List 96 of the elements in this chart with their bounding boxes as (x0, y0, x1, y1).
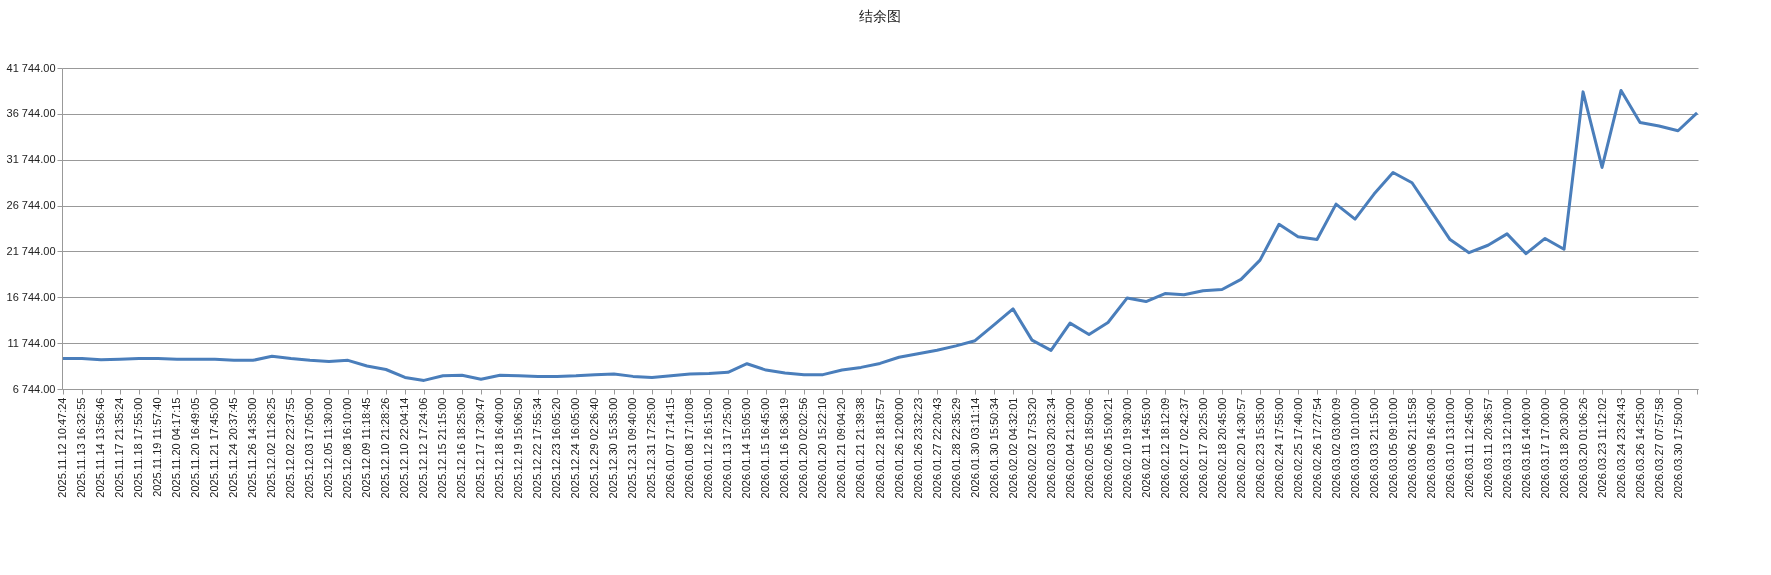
x-tick-label: 2026.03.11 12:45:00 (1462, 397, 1475, 498)
x-tick-label: 2025.12.16 18:25:00 (455, 397, 468, 499)
x-tick-label: 2025.12.18 16:40:00 (493, 397, 506, 499)
x-tick-label: 2025.11.12 10:47:24 (56, 397, 69, 498)
x-tick-label: 2026.01.27 22:20:43 (930, 397, 943, 499)
x-tick-label: 2026.03.24 23:24:43 (1614, 397, 1627, 499)
x-tick-label: 2026.02.20 14:30:57 (1234, 397, 1247, 499)
x-tick-label: 2025.11.18 17:55:00 (132, 397, 145, 498)
chart-title: 结余图 (859, 8, 901, 24)
x-tick-label: 2025.12.02 11:26:25 (265, 397, 278, 498)
x-tick-label: 2026.03.18 20:30:00 (1557, 397, 1570, 499)
x-tick-label: 2026.01.08 17:10:08 (683, 397, 696, 499)
x-tick-label: 2026.03.13 12:10:00 (1500, 397, 1513, 499)
x-tick-label: 2025.11.21 17:45:00 (208, 397, 221, 498)
x-tick-label: 2026.01.26 23:32:23 (911, 397, 924, 499)
x-tick-label: 2025.12.31 09:40:00 (626, 397, 639, 499)
x-tick-label: 2025.12.12 17:24:06 (417, 397, 430, 499)
x-tick-label: 2026.01.15 16:45:00 (759, 397, 772, 499)
x-tick-label: 2026.02.24 17:55:00 (1272, 397, 1285, 499)
x-tick-label: 2026.03.23 11:12:02 (1595, 397, 1608, 498)
x-tick-label: 2025.12.19 15:06:50 (512, 397, 525, 499)
x-tick-label: 2026.02.10 19:30:00 (1120, 397, 1133, 499)
x-tick-label: 2026.01.30 15:50:34 (987, 397, 1000, 499)
x-tick-label: 2025.11.19 11:57:40 (151, 397, 164, 497)
x-tick-label: 2026.01.22 18:18:57 (873, 397, 886, 499)
x-tick-label: 2026.01.28 22:35:29 (949, 397, 962, 499)
x-tick-label: 2026.03.16 14:00:00 (1519, 397, 1532, 499)
x-tick-label: 2025.12.08 16:10:00 (341, 397, 354, 499)
x-tick-label: 2026.03.26 14:25:00 (1633, 397, 1646, 499)
x-tick-label: 2026.03.03 21:15:00 (1367, 397, 1380, 499)
x-tick-label: 2025.11.24 20:37:45 (227, 397, 240, 498)
x-tick-label: 2025.11.20 04:17:15 (170, 397, 183, 498)
y-tick-label: 21 744.00 (6, 244, 56, 257)
x-tick-label: 2026.02.03 20:32:34 (1044, 397, 1057, 499)
x-tick-label: 2025.11.14 13:56:46 (94, 397, 107, 498)
x-tick-label: 2026.02.23 15:35:00 (1253, 397, 1266, 499)
x-tick-label: 2026.01.16 16:36:19 (778, 397, 791, 499)
x-tick-label: 2026.01.20 15:22:10 (816, 397, 829, 499)
x-tick-label: 2026.01.20 02:02:56 (797, 397, 810, 499)
x-tick-label: 2025.12.10 22:04:14 (398, 397, 411, 499)
x-tick-label: 2026.02.17 02:42:37 (1177, 397, 1190, 499)
x-tick-label: 2025.12.29 02:26:40 (588, 397, 601, 499)
x-tick-label: 2026.01.13 17:25:00 (721, 397, 734, 499)
x-tick-label: 2025.11.20 16:49:05 (189, 397, 202, 498)
x-tick-label: 2025.12.17 17:30:47 (474, 397, 487, 499)
x-tick-label: 2026.03.06 21:15:58 (1405, 397, 1418, 499)
x-tick-label: 2025.11.17 21:35:24 (113, 397, 126, 498)
x-tick-label: 2026.03.10 13:10:00 (1443, 397, 1456, 499)
x-tick-label: 2025.12.30 15:35:00 (607, 397, 620, 499)
y-tick-label: 36 744.00 (6, 107, 56, 120)
x-tick-label: 2026.02.25 17:40:00 (1291, 397, 1304, 499)
x-tick-label: 2025.12.05 11:30:00 (322, 397, 335, 498)
x-tick-label: 2026.01.26 12:00:00 (892, 397, 905, 499)
x-tick-label: 2025.12.03 17:05:00 (303, 397, 316, 499)
y-tick-label: 41 744.00 (6, 61, 56, 74)
x-tick-label: 2026.02.02 17:53:20 (1025, 397, 1038, 499)
x-tick-label: 2026.01.12 16:15:00 (702, 397, 715, 499)
y-tick-label: 6 744.00 (12, 382, 56, 395)
y-tick-label: 11 744.00 (7, 336, 56, 349)
x-tick-label: 2026.02.18 20:45:00 (1215, 397, 1228, 499)
x-tick-label: 2026.02.06 15:00:21 (1101, 397, 1114, 499)
x-tick-label: 2026.02.02 04:32:01 (1006, 397, 1019, 499)
y-tick-label: 16 744.00 (6, 290, 56, 303)
x-tick-label: 2026.03.11 20:36:57 (1481, 397, 1494, 498)
x-tick-label: 2025.12.23 16:05:20 (550, 397, 563, 499)
x-tick-label: 2026.03.03 10:10:00 (1348, 397, 1361, 499)
x-tick-label: 2026.03.05 09:10:00 (1386, 397, 1399, 499)
x-tick-label: 2026.01.07 17:14:15 (664, 397, 677, 499)
y-tick-label: 31 744.00 (6, 153, 56, 166)
x-tick-label: 2025.12.09 11:18:45 (360, 397, 373, 498)
x-tick-label: 2026.02.04 21:20:00 (1063, 397, 1076, 499)
x-tick-label: 2025.12.02 22:37:55 (284, 397, 297, 499)
x-tick-label: 2026.03.17 17:00:00 (1538, 397, 1551, 499)
x-tick-label: 2026.03.30 17:50:00 (1671, 397, 1684, 499)
x-tick-label: 2025.11.13 16:32:55 (75, 397, 88, 498)
x-tick-label: 2026.02.11 14:55:00 (1139, 397, 1152, 498)
x-tick-label: 2025.11.26 14:35:00 (246, 397, 259, 498)
x-tick-label: 2026.01.30 03:11:14 (968, 397, 981, 498)
x-tick-label: 2025.12.10 21:28:26 (379, 397, 392, 499)
x-tick-label: 2026.01.21 09:04:20 (835, 397, 848, 499)
x-tick-label: 2026.03.27 07:57:58 (1652, 397, 1665, 499)
x-tick-label: 2026.01.14 15:05:00 (740, 397, 753, 499)
line-series (61, 88, 1699, 382)
x-tick-label: 2026.03.09 16:45:00 (1424, 397, 1437, 499)
x-tick-label: 2025.12.15 21:15:00 (436, 397, 449, 499)
x-tick-label: 2025.12.22 17:55:34 (531, 397, 544, 499)
x-tick-label: 2026.02.26 17:27:54 (1310, 397, 1323, 499)
y-tick-label: 26 744.00 (6, 199, 56, 212)
x-tick-label: 2025.12.24 16:05:00 (569, 397, 582, 499)
x-tick-label: 2026.02.17 20:25:00 (1196, 397, 1209, 499)
x-tick-label: 2025.12.31 17:25:00 (645, 397, 658, 499)
x-tick-label: 2026.03.20 01:06:26 (1576, 397, 1589, 499)
x-tick-label: 2026.01.21 21:39:38 (854, 397, 867, 499)
x-tick-label: 2026.02.12 18:12:09 (1158, 397, 1171, 499)
x-tick-label: 2026.02.05 18:50:06 (1082, 397, 1095, 499)
x-tick-label: 2026.03.02 03:00:09 (1329, 397, 1342, 499)
